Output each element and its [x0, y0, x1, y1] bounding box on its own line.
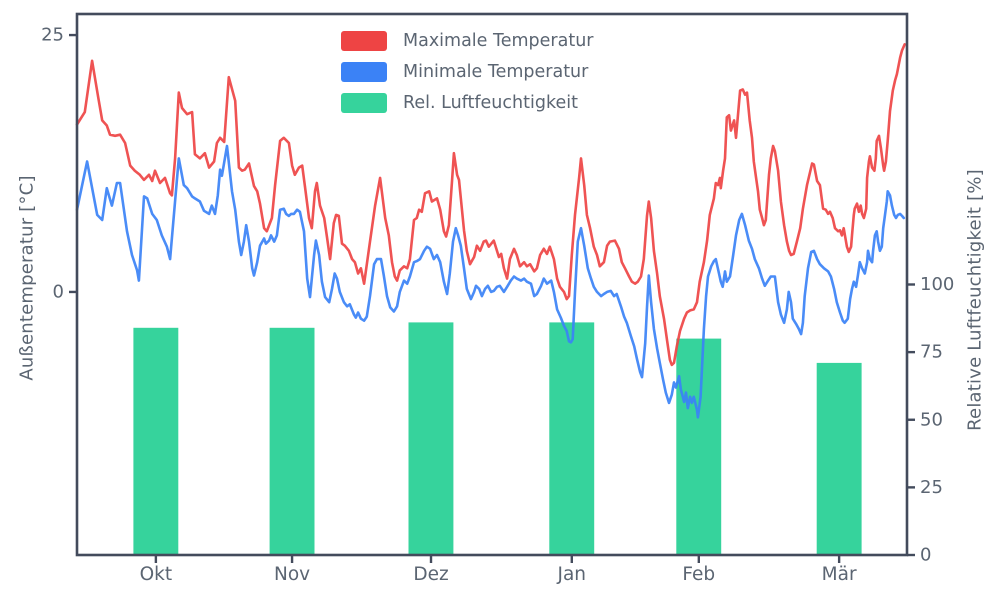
humidity-bar	[133, 327, 179, 555]
x-tick-label: Feb	[682, 564, 715, 585]
humidity-bar	[269, 327, 315, 555]
left-tick-label: 0	[53, 281, 64, 302]
max-temp-swatch-icon	[341, 31, 387, 51]
humidity-bar	[549, 322, 595, 555]
legend-label-max-temp: Maximale Temperatur	[403, 31, 594, 51]
humidity-bar	[408, 322, 454, 555]
min-temp-line	[75, 144, 906, 419]
left-tick-label: 25	[41, 25, 64, 46]
legend-row-max-temp: Maximale Temperatur	[341, 31, 593, 51]
min-temp-swatch-icon	[341, 62, 387, 82]
right-axis-title: Relative Luftfeuchtigkeit [%]	[964, 169, 986, 431]
legend-label-humidity: Rel. Luftfeuchtigkeit	[403, 93, 578, 113]
right-tick-label: 0	[920, 545, 931, 566]
max-temp-line	[75, 42, 907, 367]
x-tick-label: Nov	[274, 564, 310, 585]
x-tick-label: Okt	[140, 564, 173, 585]
legend-row-humidity: Rel. Luftfeuchtigkeit	[341, 93, 593, 113]
right-tick-label: 25	[920, 477, 943, 498]
right-tick-label: 75	[920, 342, 943, 363]
x-tick-label: Dez	[413, 564, 448, 585]
x-tick-label: Mär	[822, 564, 857, 585]
humidity-bar	[676, 338, 722, 555]
right-tick-label: 100	[920, 274, 954, 295]
legend-row-min-temp: Minimale Temperatur	[341, 62, 593, 82]
humidity-swatch-icon	[341, 93, 387, 113]
legend: Maximale Temperatur Minimale Temperatur …	[341, 31, 593, 124]
humidity-bar	[816, 362, 862, 555]
x-tick-label: Jan	[557, 564, 587, 585]
left-axis-title: Außentemperatur [°C]	[16, 175, 38, 381]
right-tick-label: 50	[920, 409, 943, 430]
legend-label-min-temp: Minimale Temperatur	[403, 62, 589, 82]
